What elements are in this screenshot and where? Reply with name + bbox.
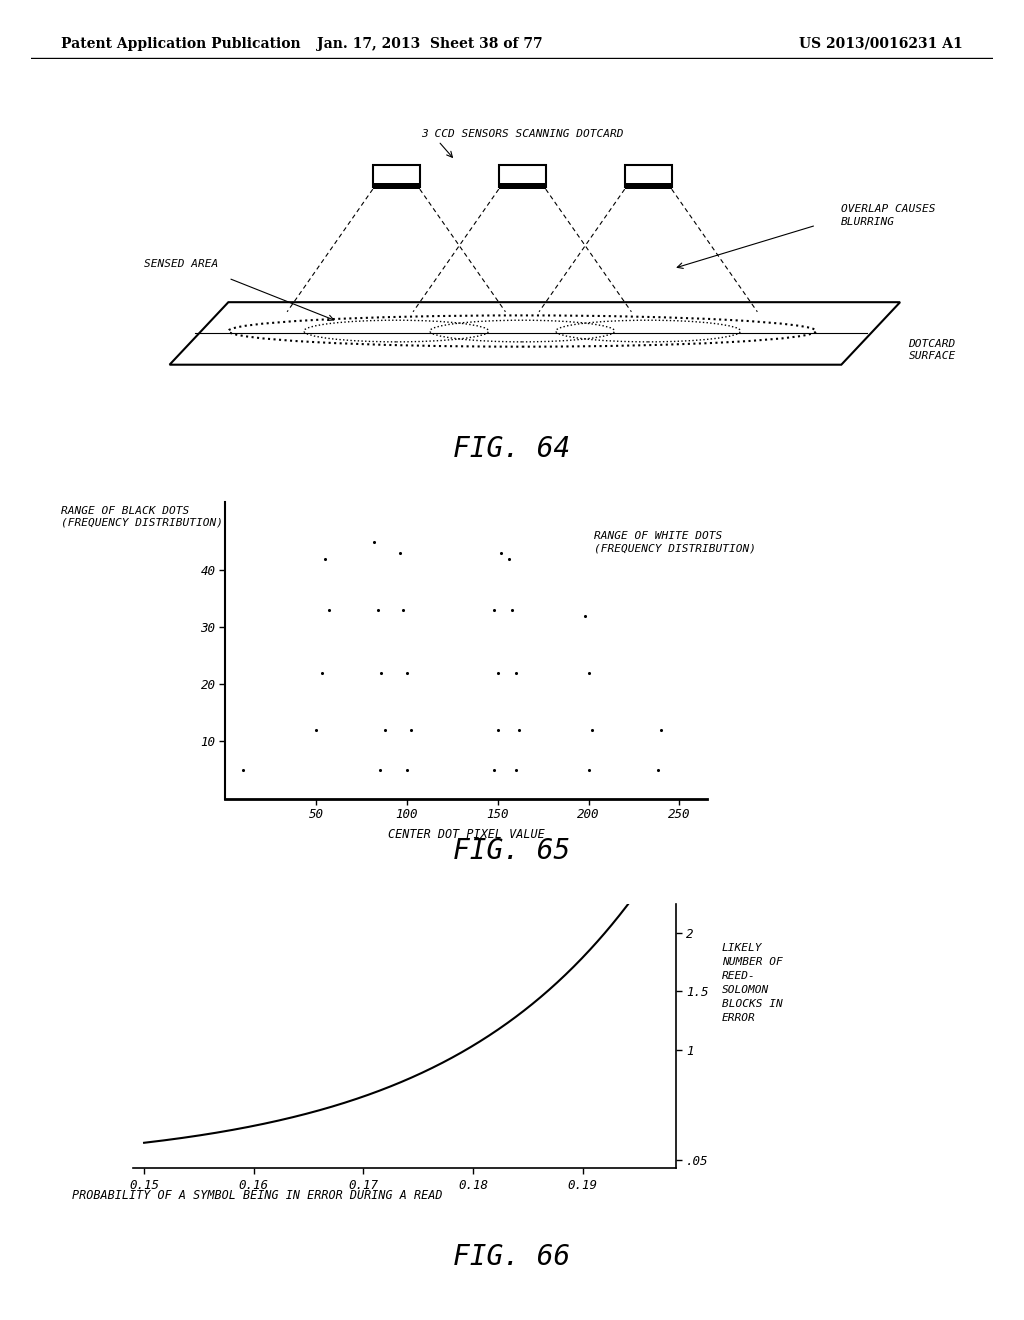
Point [508, 759, 524, 780]
Point [374, 663, 390, 684]
Point [653, 719, 670, 741]
Text: PROBABILITY OF A SYMBOL BEING IN ERROR DURING A READ: PROBABILITY OF A SYMBOL BEING IN ERROR D… [72, 1189, 442, 1203]
Point [317, 548, 334, 569]
Point [391, 543, 408, 564]
Text: LIKELY
NUMBER OF
REED-
SOLOMON
BLOCKS IN
ERROR: LIKELY NUMBER OF REED- SOLOMON BLOCKS IN… [722, 944, 782, 1023]
Text: Jan. 17, 2013  Sheet 38 of 77: Jan. 17, 2013 Sheet 38 of 77 [317, 37, 543, 50]
Point [372, 759, 388, 780]
Bar [625, 165, 672, 186]
Bar [499, 165, 546, 186]
Text: OVERLAP CAUSES
BLURRING: OVERLAP CAUSES BLURRING [842, 205, 936, 227]
Point [504, 599, 520, 620]
Text: Patent Application Publication: Patent Application Publication [61, 37, 301, 50]
Point [584, 719, 600, 741]
X-axis label: CENTER DOT PIXEL VALUE: CENTER DOT PIXEL VALUE [387, 828, 545, 841]
Text: RANGE OF BLACK DOTS
(FREQUENCY DISTRIBUTION): RANGE OF BLACK DOTS (FREQUENCY DISTRIBUT… [61, 506, 223, 528]
Point [489, 719, 506, 741]
Point [398, 759, 415, 780]
Point [398, 663, 415, 684]
Point [308, 719, 325, 741]
Text: RANGE OF WHITE DOTS
(FREQUENCY DISTRIBUTION): RANGE OF WHITE DOTS (FREQUENCY DISTRIBUT… [594, 531, 756, 553]
Bar [499, 183, 546, 189]
Point [649, 759, 666, 780]
Point [577, 606, 593, 627]
Text: FIG. 66: FIG. 66 [454, 1242, 570, 1271]
Point [236, 759, 252, 780]
Point [377, 719, 393, 741]
Point [402, 719, 419, 741]
Text: DOTCARD
SURFACE: DOTCARD SURFACE [908, 339, 955, 362]
Point [395, 599, 412, 620]
Bar [373, 165, 420, 186]
Text: 3 CCD SENSORS SCANNING DOTCARD: 3 CCD SENSORS SCANNING DOTCARD [421, 129, 624, 139]
Point [581, 759, 597, 780]
Point [508, 663, 524, 684]
Point [370, 599, 386, 620]
Text: SENSED AREA: SENSED AREA [144, 259, 219, 269]
Point [501, 548, 517, 569]
Text: US 2013/0016231 A1: US 2013/0016231 A1 [799, 37, 963, 50]
Text: FIG. 65: FIG. 65 [454, 837, 570, 866]
Bar [625, 183, 672, 189]
Point [511, 719, 527, 741]
Text: FIG. 64: FIG. 64 [454, 434, 570, 463]
Point [366, 531, 382, 552]
Point [485, 599, 502, 620]
Point [485, 759, 502, 780]
Point [313, 663, 330, 684]
Point [489, 663, 506, 684]
Point [494, 543, 510, 564]
Point [321, 599, 337, 620]
Bar [373, 183, 420, 189]
Point [581, 663, 597, 684]
